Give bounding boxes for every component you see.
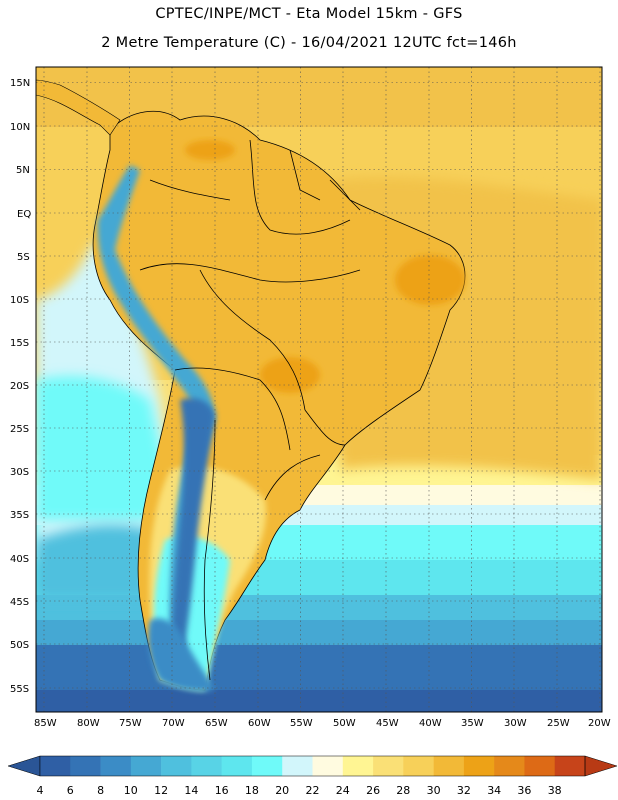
colorbar-tick-label: 14 xyxy=(184,784,198,797)
colorbar-swatch xyxy=(312,756,344,776)
colorbar-tick-label: 8 xyxy=(97,784,104,797)
colorbar-tick-label: 4 xyxy=(37,784,44,797)
colorbar-swatch xyxy=(373,756,404,776)
lon-label: 35W xyxy=(461,718,484,729)
latitude-axis: 15N 10N 5N EQ 5S 10S 15S 20S 25S 30S 35S… xyxy=(10,78,31,695)
longitude-axis: 85W 80W 75W 70W 65W 60W 55W 50W 45W 40W … xyxy=(34,718,611,729)
lon-label: 45W xyxy=(376,718,399,729)
lon-label: 75W xyxy=(119,718,142,729)
colorbar-swatch xyxy=(70,756,101,776)
colorbar-swatch xyxy=(130,756,162,776)
lon-label: 85W xyxy=(34,718,57,729)
field-layer xyxy=(36,67,602,712)
colorbar-tick-label: 18 xyxy=(245,784,259,797)
colorbar-swatch xyxy=(433,756,465,776)
colorbar-tick-label: 26 xyxy=(366,784,380,797)
lon-label: 20W xyxy=(588,718,611,729)
lat-label: 45S xyxy=(10,597,29,608)
lat-label: 5N xyxy=(16,165,30,176)
lat-label: 10N xyxy=(10,122,30,133)
lon-label: 25W xyxy=(547,718,570,729)
colorbar-low-arrow xyxy=(7,755,41,777)
lon-label: 65W xyxy=(205,718,228,729)
colorbar-tick-label: 38 xyxy=(548,784,562,797)
lat-label: 40S xyxy=(10,554,29,565)
colorbar-tick-label: 16 xyxy=(215,784,229,797)
colorbar-swatch xyxy=(40,756,71,776)
colorbar-tick-label: 10 xyxy=(124,784,138,797)
lon-label: 60W xyxy=(248,718,271,729)
colorbar-tick-label: 24 xyxy=(336,784,350,797)
colorbar-swatch xyxy=(221,756,253,776)
country-borders xyxy=(139,139,361,681)
lat-label: 10S xyxy=(10,295,29,306)
colorbar-swatch xyxy=(100,756,132,776)
lat-label: 30S xyxy=(10,467,29,478)
colorbar-tick-label: 6 xyxy=(67,784,74,797)
colorbar-swatch xyxy=(282,756,313,776)
colorbar-swatch xyxy=(191,756,222,776)
colorbar-tick-label: 32 xyxy=(457,784,471,797)
lat-label: 15S xyxy=(10,338,29,349)
colorbar-tick-label: 34 xyxy=(487,784,501,797)
title-line-1: CPTEC/INPE/MCT - Eta Model 15km - GFS xyxy=(155,6,463,22)
lon-label: 30W xyxy=(504,718,527,729)
colorbar-swatch xyxy=(342,756,374,776)
lon-label: 70W xyxy=(162,718,185,729)
lat-label: 50S xyxy=(10,640,29,651)
colorbar-swatch xyxy=(251,756,283,776)
colorbar-tick-label: 12 xyxy=(154,784,168,797)
colorbar-high-arrow xyxy=(584,755,618,777)
colorbar-swatch xyxy=(463,756,495,776)
colorbar: 4 6 8 10 12 14 16 18 20 22 24 26 28 30 32 34 36 38 xyxy=(7,755,618,797)
colorbar-tick-label: 36 xyxy=(517,784,531,797)
colorbar-tick-label: 28 xyxy=(396,784,410,797)
colorbar-tick-label: 30 xyxy=(427,784,441,797)
lat-label: 5S xyxy=(17,252,30,263)
lon-label: 80W xyxy=(77,718,100,729)
lat-label: EQ xyxy=(17,209,31,220)
colorbar-tick-label: 20 xyxy=(275,784,289,797)
colorbar-tick-label: 22 xyxy=(306,784,320,797)
colorbar-swatch xyxy=(524,756,556,776)
colorbar-swatch xyxy=(161,756,192,776)
lat-label: 35S xyxy=(10,510,29,521)
colorbar-swatch xyxy=(403,756,434,776)
lat-label: 25S xyxy=(10,424,29,435)
colorbar-swatch xyxy=(554,756,586,776)
map-frame xyxy=(35,66,603,713)
lon-label: 55W xyxy=(290,718,313,729)
colorbar-swatch xyxy=(494,756,525,776)
lon-label: 40W xyxy=(419,718,442,729)
lat-label: 15N xyxy=(10,78,30,89)
lat-label: 55S xyxy=(10,684,29,695)
lat-label: 20S xyxy=(10,381,29,392)
title-line-2: 2 Metre Temperature (C) - 16/04/2021 12U… xyxy=(101,35,517,51)
lon-label: 50W xyxy=(333,718,356,729)
